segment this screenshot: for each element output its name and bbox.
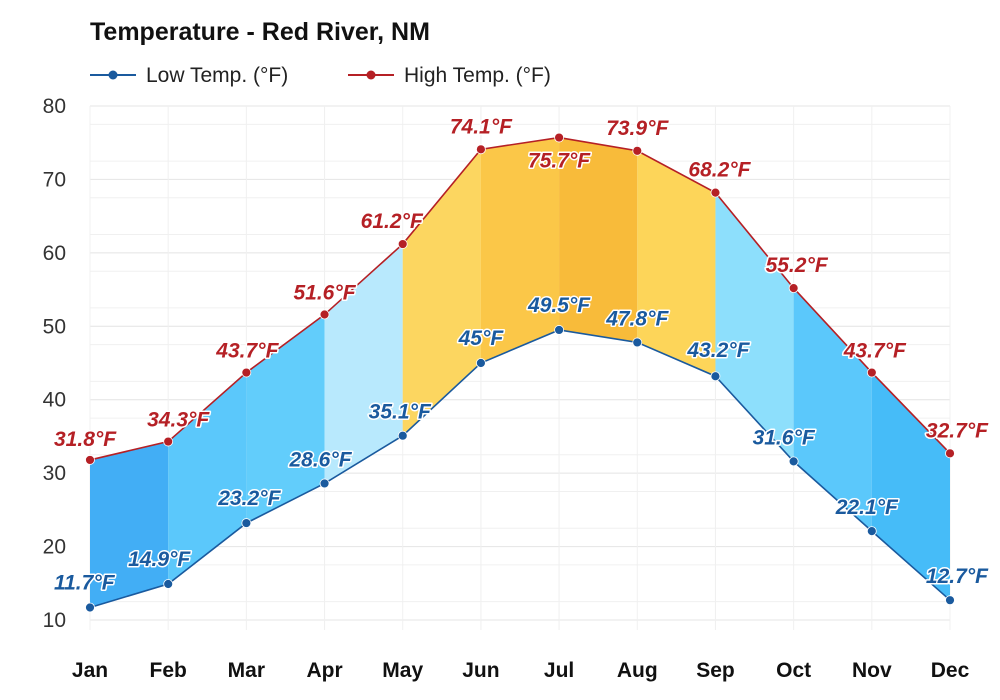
series-lines [89,136,951,609]
legend: Low Temp. (°F) High Temp. (°F) [90,64,551,87]
legend-item-high: High Temp. (°F) [348,64,551,87]
high-marker-dec [945,448,955,459]
y-tick-label: 10 [43,609,66,632]
band-jun [480,137,560,363]
y-tick-label: 30 [43,462,66,485]
y-tick-label: 20 [43,536,66,559]
band-feb [168,372,247,585]
low-label-sep: 43.2°F [686,339,750,362]
band-jul [559,137,638,343]
legend-low-label: Low Temp. (°F) [146,64,288,87]
low-marker-sep [710,371,721,382]
high-marker-mar [241,367,252,378]
legend-low-marker [108,70,118,80]
band-apr [324,244,403,484]
x-tick-label-oct: Oct [776,659,811,682]
y-axis: 10 20 30 40 50 60 70 80 [43,95,66,632]
y-tick-label: 60 [43,242,66,265]
high-marker-feb [163,436,174,447]
low-label-dec: 12.7°F [926,565,989,588]
high-label-jul: 75.7°F [528,150,591,173]
band-nov [871,372,950,601]
high-label-jan: 31.8°F [54,428,117,451]
low-marker-jan [85,602,95,613]
band-aug [637,150,716,377]
y-tick-label: 50 [43,315,66,338]
x-tick-label-jan: Jan [72,659,108,682]
low-marker-apr [319,478,330,489]
x-tick-label-feb: Feb [150,659,187,682]
high-marker-jun [476,144,486,155]
low-marker-mar [241,518,252,528]
low-temp-line [89,329,951,609]
low-label-aug: 47.8°F [605,307,669,330]
x-tick-label-apr: Apr [306,659,342,682]
band-mar [246,314,325,524]
low-label-nov: 22.1°F [835,496,899,519]
y-tick-label: 40 [43,389,66,412]
series-markers [85,132,955,613]
y-tick-label: 70 [43,168,66,191]
low-marker-may [397,430,408,441]
high-label-jun: 74.1°F [450,115,513,138]
low-label-oct: 31.6°F [753,426,816,449]
high-label-oct: 55.2°F [766,254,829,277]
high-label-sep: 68.2°F [688,159,751,182]
high-marker-apr [319,309,330,320]
low-marker-jun [476,358,486,368]
x-tick-label-aug: Aug [617,659,658,682]
low-label-may: 35.1°F [369,401,432,424]
band-may [402,149,481,436]
high-temp-line [89,136,951,461]
x-tick-label-jun: Jun [462,659,499,682]
low-marker-jul [554,325,564,335]
temperature-bands [90,137,950,608]
band-oct [793,288,872,532]
high-marker-may [397,239,408,249]
high-marker-aug [632,145,643,156]
legend-item-low: Low Temp. (°F) [90,64,288,87]
x-tick-label-nov: Nov [852,659,892,682]
high-marker-sep [710,187,721,198]
low-label-jul: 49.5°F [527,294,591,317]
x-tick-label-may: May [382,659,423,682]
band-jan [90,441,169,608]
high-marker-oct [788,283,799,294]
high-label-aug: 73.9°F [606,117,669,140]
legend-high-marker [366,70,376,80]
x-tick-label-dec: Dec [931,659,970,682]
high-marker-jan [85,455,95,465]
low-marker-aug [632,337,643,348]
high-label-nov: 43.7°F [843,340,907,363]
x-axis: Jan Feb Mar Apr May Jun Jul Aug Sep Oct Nov Dec [72,659,970,682]
low-marker-dec [945,595,955,606]
x-tick-label-jul: Jul [544,659,574,682]
high-marker-jul [554,132,564,143]
high-label-may: 61.2°F [361,210,424,233]
high-label-mar: 43.7°F [215,340,279,363]
band-sep [715,192,794,462]
x-tick-label-sep: Sep [696,659,735,682]
high-label-dec: 32.7°F [926,419,989,442]
low-label-jun: 45°F [458,327,505,350]
high-label-apr: 51.6°F [293,282,356,305]
low-label-jan: 11.7°F [54,572,116,595]
low-marker-oct [788,456,799,467]
low-label-feb: 14.9°F [128,548,191,571]
chart-title: Temperature - Red River, NM [90,18,430,46]
low-label-apr: 28.6°F [288,448,352,471]
legend-high-label: High Temp. (°F) [404,64,551,87]
y-tick-label: 80 [43,95,66,118]
low-marker-nov [866,526,877,537]
high-label-feb: 34.3°F [147,409,210,432]
low-label-mar: 23.2°F [217,487,281,510]
low-marker-feb [163,579,174,589]
high-marker-nov [866,367,877,378]
data-labels: 31.8°F 34.3°F 43.7°F 51.6°F 61.2°F 74.1°F 75.7… [53,114,991,596]
x-tick-label-mar: Mar [228,659,265,682]
